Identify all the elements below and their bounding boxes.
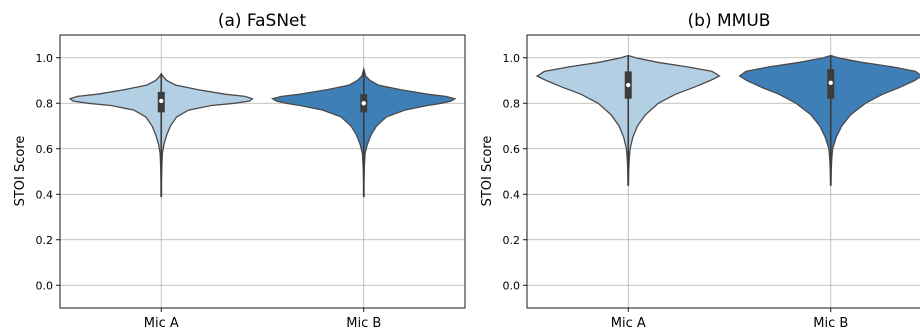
panel-fasnet: (a) FaSNet STOI Score 0.0 0.2 0.4 0.6 0.8 1.0…	[13, 11, 466, 331]
tick-layer: 0.0 0.2 0.4 0.6 0.8 1.0 Mic A Mic B	[503, 52, 849, 331]
y-tick-label: 0.0	[36, 279, 54, 292]
y-tick-label: 0.2	[503, 234, 521, 247]
panel-mmub: (b) MMUB STOI Score 0.0 0.2 0.4 0.6 0.8 1.0 Mi…	[480, 11, 920, 331]
median-marker	[159, 98, 164, 104]
y-tick-label: 0.8	[503, 97, 521, 110]
x-tick-label: Mic A	[144, 316, 179, 331]
x-tick-label: Mic B	[346, 316, 381, 331]
x-tick-label: Mic B	[813, 316, 848, 331]
panel-title: (b) MMUB	[688, 11, 771, 31]
y-axis-label: STOI Score	[480, 136, 495, 207]
median-marker	[828, 80, 833, 85]
violin-layer	[68, 66, 457, 198]
x-tick-label: Mic A	[611, 316, 646, 331]
violin-mic-b	[738, 54, 920, 186]
median-marker	[626, 82, 631, 88]
y-tick-label: 0.0	[503, 279, 521, 292]
y-tick-label: 0.8	[36, 97, 54, 110]
y-tick-label: 1.0	[36, 52, 54, 65]
plot-frame	[526, 34, 920, 309]
violin-layer	[535, 54, 920, 186]
y-tick-label: 0.6	[36, 143, 54, 156]
plot-frame	[59, 34, 466, 309]
y-tick-label: 0.4	[503, 188, 521, 201]
tick-layer: 0.0 0.2 0.4 0.6 0.8 1.0 Mic A Mic B	[36, 52, 382, 331]
median-marker	[361, 101, 366, 106]
y-tick-label: 1.0	[503, 52, 521, 65]
y-axis-label: STOI Score	[13, 136, 28, 207]
y-tick-label: 0.4	[36, 188, 54, 201]
y-tick-label: 0.2	[36, 234, 54, 247]
y-tick-label: 0.6	[503, 143, 521, 156]
grid-layer	[60, 35, 465, 308]
panel-title: (a) FaSNet	[218, 11, 307, 31]
